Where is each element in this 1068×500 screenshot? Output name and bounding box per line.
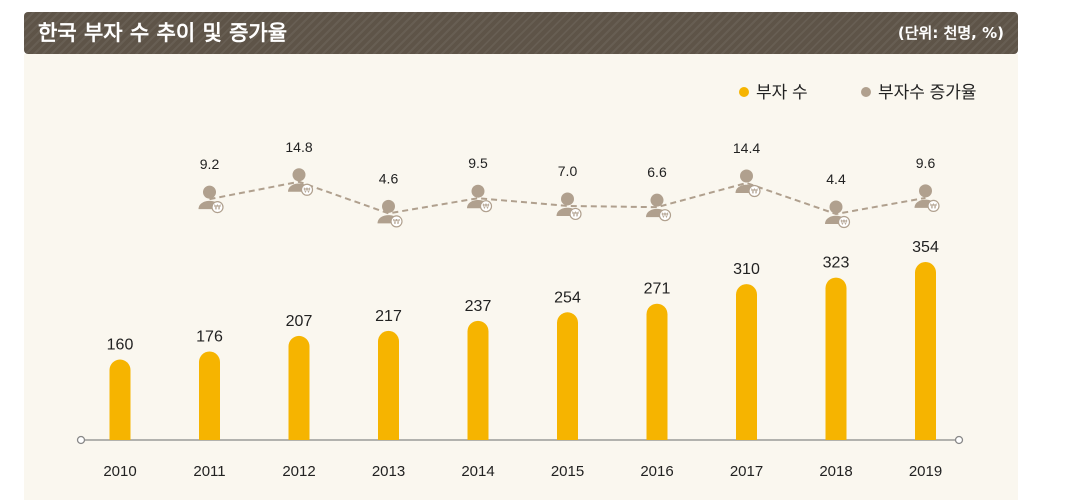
person-won-icon: ₩	[646, 193, 672, 222]
bar-value-label: 176	[196, 329, 223, 346]
bar	[467, 320, 489, 440]
person-won-icon: ₩	[198, 185, 224, 214]
person-won-icon: ₩	[288, 168, 314, 196]
bar	[109, 359, 131, 440]
bar	[736, 284, 757, 440]
bar	[199, 351, 220, 440]
won-coin	[390, 215, 403, 228]
x-axis-start-cap	[76, 435, 86, 445]
bar-value-label: 310	[733, 261, 760, 278]
x-tick-label: 2011	[193, 463, 225, 480]
rate-value-label: 14.8	[285, 139, 312, 155]
x-axis-end-cap	[954, 435, 964, 445]
won-symbol: ₩	[393, 218, 400, 226]
person-head	[561, 192, 574, 206]
growth-rate-line	[209, 180, 926, 216]
x-tick-label: 2016	[640, 463, 673, 480]
title-bar: 한국 부자 수 추이 및 증가율 (단위: 천명, %)	[24, 12, 1018, 54]
person-head	[292, 168, 306, 182]
legend-rate-label: 부자수 증가율	[878, 83, 977, 102]
rate-value-label: 14.4	[733, 140, 760, 156]
unit-label: (단위: 천명, %)	[897, 24, 1004, 42]
rate-value-label: 4.6	[379, 170, 399, 186]
bar	[378, 330, 399, 440]
person-head	[740, 169, 753, 183]
bar	[825, 277, 847, 440]
won-symbol: ₩	[841, 219, 848, 227]
x-tick-label: 2015	[551, 463, 584, 480]
won-symbol: ₩	[483, 203, 490, 211]
x-tick-label: 2012	[282, 463, 315, 480]
rate-value-label: 9.6	[916, 155, 936, 171]
x-tick-label: 2014	[461, 463, 494, 480]
bar	[646, 303, 668, 440]
legend-bar-label: 부자 수	[756, 83, 808, 102]
person-won-icon: ₩	[556, 192, 582, 221]
x-tick-label: 2017	[730, 463, 763, 480]
person-head	[382, 199, 395, 213]
bar-value-label: 354	[912, 239, 939, 256]
rate-value-label: 6.6	[647, 164, 667, 180]
rate-value-label: 7.0	[558, 163, 578, 179]
person-won-icon: ₩	[914, 184, 940, 212]
x-tick-label: 2010	[103, 463, 136, 480]
won-symbol: ₩	[304, 186, 311, 194]
legend-rate-marker	[861, 87, 871, 97]
legend-bar-marker	[739, 87, 749, 97]
person-won-icon: ₩	[467, 184, 493, 213]
bar-value-label: 323	[823, 255, 850, 272]
won-coin	[927, 199, 940, 212]
won-coin	[658, 209, 672, 222]
bar-value-label: 217	[375, 308, 402, 325]
chart-title: 한국 부자 수 추이 및 증가율	[38, 21, 288, 45]
won-coin	[479, 200, 493, 213]
bar-value-label: 207	[286, 313, 313, 330]
bar-value-label: 271	[644, 281, 671, 298]
person-won-icon: ₩	[825, 200, 851, 229]
won-coin	[569, 207, 582, 221]
bar	[557, 312, 578, 440]
bar	[915, 262, 936, 440]
won-coin	[211, 201, 224, 214]
bar	[288, 335, 310, 440]
x-tick-label: 2013	[372, 463, 405, 480]
bar-value-label: 160	[107, 337, 134, 354]
person-head	[650, 193, 664, 207]
won-symbol: ₩	[751, 188, 758, 196]
won-symbol: ₩	[572, 210, 579, 218]
won-coin	[748, 184, 761, 198]
won-coin	[300, 183, 314, 196]
person-won-icon: ₩	[377, 199, 403, 228]
person-head	[203, 185, 216, 199]
person-won-icon: ₩	[735, 169, 761, 198]
bar-value-label: 237	[465, 298, 492, 315]
x-tick-label: 2019	[909, 463, 942, 480]
person-head	[471, 184, 485, 198]
won-symbol: ₩	[662, 212, 669, 220]
person-head	[919, 184, 932, 198]
won-symbol: ₩	[214, 204, 221, 212]
rate-value-label: 9.5	[468, 155, 488, 171]
won-coin	[837, 215, 851, 229]
won-symbol: ₩	[930, 202, 937, 210]
chart-panel	[24, 54, 1018, 500]
rate-value-label: 4.4	[826, 171, 846, 187]
bar-value-label: 254	[554, 289, 581, 306]
x-tick-label: 2018	[819, 463, 852, 480]
rate-value-label: 9.2	[200, 156, 220, 172]
person-head	[829, 200, 843, 214]
